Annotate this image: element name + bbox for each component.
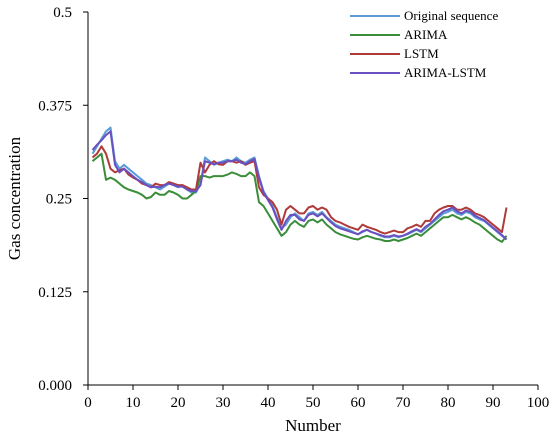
y-tick-label: 0.375 xyxy=(38,98,72,114)
y-tick-label: 0.25 xyxy=(46,192,72,208)
y-tick-label: 0.5 xyxy=(53,5,72,21)
series-line-4 xyxy=(91,130,508,241)
x-tick-label: 30 xyxy=(216,395,231,411)
series-line-3 xyxy=(91,145,508,235)
series-line-1 xyxy=(91,126,508,241)
x-tick-label: 70 xyxy=(396,395,411,411)
series-lines xyxy=(91,126,508,243)
y-ticks: 0.000 0.125 0.25 0.375 0.5 xyxy=(38,5,88,394)
x-tick-label: 80 xyxy=(441,395,456,411)
chart-legend: Original sequence ARIMA LSTM ARIMA-LSTM xyxy=(350,8,498,80)
x-tick-label: 20 xyxy=(171,395,186,411)
x-tick-label: 60 xyxy=(351,395,366,411)
legend-label: LSTM xyxy=(404,46,439,61)
x-tick-label: 90 xyxy=(486,395,501,411)
y-tick-label: 0.125 xyxy=(38,285,72,301)
y-tick-label: 0.000 xyxy=(38,378,72,394)
x-ticks: 0 10 20 30 40 50 60 70 80 90 100 xyxy=(84,385,549,411)
x-tick-label: 10 xyxy=(126,395,141,411)
legend-label: ARIMA xyxy=(404,27,448,42)
x-axis-title: Number xyxy=(285,416,341,435)
y-axis-title: Gas concentration xyxy=(5,136,24,260)
x-tick-label: 40 xyxy=(261,395,276,411)
x-tick-label: 50 xyxy=(306,395,321,411)
x-tick-label: 100 xyxy=(527,395,550,411)
x-tick-label: 0 xyxy=(84,395,92,411)
legend-label: Original sequence xyxy=(404,8,498,23)
legend-label: ARIMA-LSTM xyxy=(404,65,487,80)
series-line-2 xyxy=(91,152,508,243)
